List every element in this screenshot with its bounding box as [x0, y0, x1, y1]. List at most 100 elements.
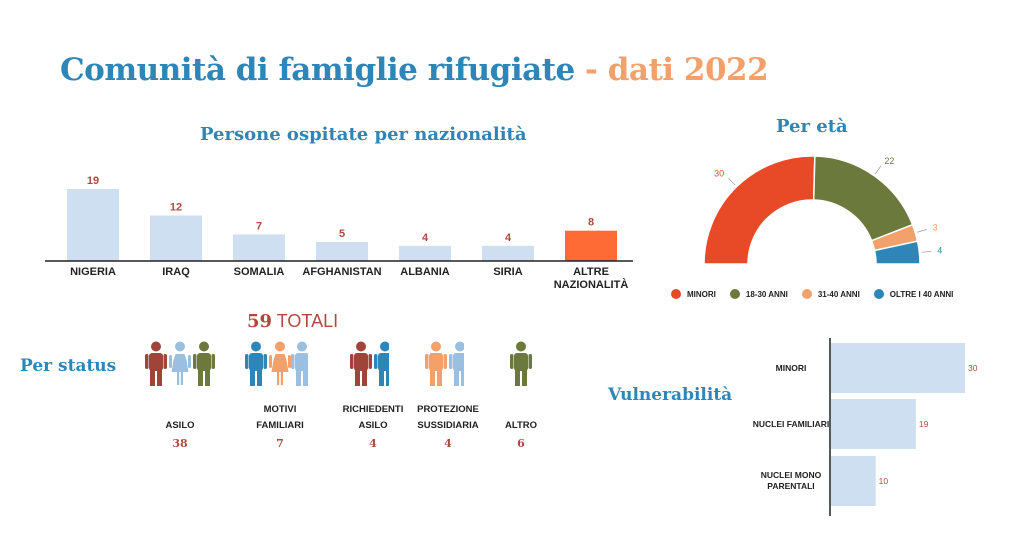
age-slice — [812, 155, 914, 242]
status-label: RICHIEDENTI ASILO — [342, 404, 404, 431]
age-leader-line — [728, 177, 736, 186]
icon-mask — [389, 341, 429, 391]
nationality-value-label: 4 — [422, 232, 429, 244]
status-people-icons — [145, 341, 215, 386]
status-people-icons — [245, 341, 348, 391]
man-icon — [425, 341, 447, 386]
age-value-label: 4 — [937, 246, 942, 256]
status-count: 7 — [276, 437, 284, 450]
status-label: PROTEZIONE SUSSIDIARIA — [417, 404, 479, 431]
nationality-value-label: 4 — [505, 232, 512, 244]
man-icon — [449, 341, 471, 386]
age-legend-item: MINORI — [671, 289, 716, 299]
woman-icon — [269, 341, 291, 385]
man-icon — [245, 341, 267, 386]
nationality-bar — [482, 245, 534, 261]
status-label: ALTRO — [504, 420, 537, 431]
nationality-value-label: 8 — [588, 217, 594, 229]
status-item: PROTEZIONE SUSSIDIARIA 4 — [398, 402, 498, 450]
nationality-category-label: AFGHANISTAN — [302, 266, 381, 278]
title-main: Comunità di famiglie rifugiate — [60, 52, 575, 88]
vulnerability-bar — [831, 343, 965, 393]
icon-mask — [464, 341, 504, 391]
age-leader-line — [917, 229, 927, 233]
age-legend: MINORI 18-30 ANNI 31-40 ANNI OLTRE I 40 ANN… — [671, 289, 967, 299]
vulnerability-bar-chart: 30 19 10 — [829, 338, 978, 516]
vulnerability-value-label: 10 — [879, 476, 889, 486]
nationality-bar — [67, 189, 119, 261]
age-legend-label: OLTRE I 40 ANNI — [889, 289, 954, 299]
man-icon — [510, 341, 532, 386]
status-count: 4 — [444, 437, 452, 450]
status-label: MOTIVI FAMILIARI — [256, 404, 304, 431]
age-legend-item: 18-30 ANNI — [729, 289, 788, 299]
nationality-value-label: 19 — [87, 175, 99, 187]
age-chart-title: Per età — [776, 116, 848, 137]
status-people-icons — [425, 341, 504, 391]
vulnerability-value-label: 30 — [968, 363, 978, 373]
age-value-label: 30 — [714, 169, 724, 179]
nationality-category-label: NAZIONALITÀ — [554, 278, 629, 291]
status-totals: 59 TOTALI — [247, 311, 338, 332]
nationality-bar — [233, 234, 285, 261]
nationality-bar — [399, 245, 451, 261]
status-people-icons — [510, 341, 532, 386]
age-value-label: 3 — [933, 223, 938, 233]
nationality-category-label: ALTRE — [573, 266, 609, 278]
age-leader-line — [874, 165, 882, 175]
legend-dot-icon — [671, 289, 681, 299]
age-leader-line — [921, 250, 932, 253]
age-slice — [873, 240, 921, 265]
man-icon — [193, 341, 215, 386]
vulnerability-bar — [831, 399, 916, 449]
status-count: 4 — [369, 437, 377, 450]
vulnerability-title: Vulnerabilità — [608, 385, 733, 405]
nationality-bar — [565, 230, 617, 261]
title-highlight: dati 2022 — [607, 52, 769, 88]
vulnerability-category-label: NUCLEI FAMILIARI — [752, 419, 830, 429]
status-people-icons — [350, 341, 429, 391]
nationality-value-label: 5 — [339, 228, 345, 240]
icon-mask — [308, 341, 348, 391]
vulnerability-bar — [831, 456, 876, 506]
status-item: ASILO 38 — [130, 418, 230, 450]
age-legend-label: MINORI — [687, 289, 716, 299]
woman-icon — [169, 341, 191, 385]
vulnerability-value-label: 19 — [919, 419, 929, 429]
age-donut-chart: 30 22 3 4 — [703, 155, 942, 265]
status-count: 6 — [517, 437, 525, 450]
nationality-bar — [150, 215, 202, 261]
status-item: RICHIEDENTI ASILO 4 — [323, 402, 423, 450]
legend-dot-icon — [729, 289, 740, 299]
page-title: Comunità di famiglie rifugiate - dati 20… — [60, 52, 769, 88]
status-title: Per status — [20, 356, 117, 376]
man-icon — [145, 341, 167, 386]
age-value-label: 22 — [884, 156, 894, 166]
nationality-category-label: ALBANIA — [400, 266, 450, 278]
status-count: 38 — [172, 437, 188, 450]
nationality-category-label: SOMALIA — [234, 266, 285, 278]
nationality-value-label: 12 — [170, 202, 182, 214]
total-number: 59 — [247, 311, 273, 332]
vulnerability-category-label: MINORI — [775, 363, 807, 373]
age-legend-label: 18-30 ANNI — [745, 289, 788, 299]
vulnerability-category-label: NUCLEI MONO PARENTALI — [760, 470, 822, 491]
status-item: ALTRO 6 — [471, 418, 571, 450]
man-icon — [350, 341, 372, 386]
age-legend-item: OLTRE I 40 ANNI — [873, 289, 954, 299]
nationality-bar-chart: 19 NIGERIA 12 IRAQ 7 SOMALIA 5 AFGHANISTAN 4 ALBA… — [45, 175, 633, 291]
age-legend-label: 31-40 ANNI — [817, 289, 860, 299]
age-legend-item: 31-40 ANNI — [801, 289, 860, 299]
status-item: MOTIVI FAMILIARI 7 — [230, 402, 330, 450]
legend-dot-icon — [801, 289, 812, 299]
nationality-category-label: NIGERIA — [70, 266, 116, 278]
nationality-value-label: 7 — [256, 220, 262, 232]
status-label: ASILO — [165, 420, 195, 431]
nationality-category-label: SIRIA — [493, 266, 522, 278]
nationality-bar — [316, 242, 368, 261]
nationality-category-label: IRAQ — [162, 266, 190, 278]
nationality-chart-title: Persone ospitate per nazionalità — [200, 124, 527, 145]
legend-dot-icon — [873, 289, 884, 299]
total-label: TOTALI — [272, 311, 339, 331]
title-separator: - — [574, 52, 608, 88]
